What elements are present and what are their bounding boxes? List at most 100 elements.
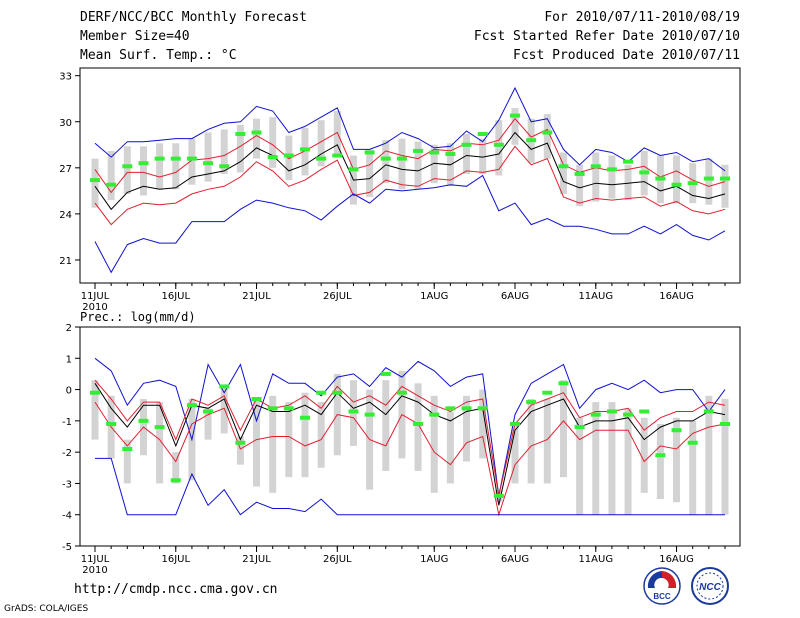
prec-member-box <box>543 398 551 484</box>
temp-y-tick-label: 30 <box>59 118 72 129</box>
temp-member-box <box>398 138 406 190</box>
temp-median-mark <box>493 142 504 147</box>
prec-series-minimum <box>95 457 725 516</box>
prec-member-box <box>430 395 438 493</box>
prec-y-tick-label: 0 <box>66 386 72 397</box>
temp-median-mark <box>219 164 230 169</box>
prec-x-tick-label: 11AUG <box>578 554 613 565</box>
temp-median-mark <box>477 132 488 137</box>
prec-member-box <box>285 402 293 478</box>
prec-median-mark <box>235 440 246 445</box>
prec-series-ensemble-mean <box>94 383 726 506</box>
temp-member-box <box>123 146 131 194</box>
prec-y-tick-label: -1 <box>62 417 72 428</box>
temp-median-mark <box>316 156 327 161</box>
temp-median-mark <box>251 130 262 135</box>
prec-median-mark <box>623 412 634 417</box>
temp-median-mark <box>364 150 375 155</box>
temp-member-box <box>220 129 228 174</box>
temp-member-box <box>236 124 244 173</box>
prec-median-mark <box>251 396 262 401</box>
temp-median-mark <box>106 182 117 187</box>
temp-member-box <box>269 117 277 168</box>
prec-member-box <box>705 395 713 515</box>
temp-member-box <box>139 146 147 196</box>
temp-y-tick-label: 27 <box>59 164 72 175</box>
temp-median-mark <box>300 147 310 152</box>
temp-member-box <box>576 164 584 207</box>
temp-series-maximum <box>94 86 726 172</box>
prec-y-tick-label: 1 <box>66 354 72 365</box>
bcc-logo-icon: BCC <box>642 566 682 606</box>
prec-x-tick-label: 21JUL <box>242 554 271 565</box>
grads-credit: GrADS: COLA/IGES <box>4 604 89 614</box>
temp-member-box <box>366 149 374 197</box>
temp-median-mark <box>348 167 359 172</box>
prec-y-tick-label: 2 <box>66 323 72 334</box>
temp-y-tick-label: 33 <box>59 72 72 83</box>
temp-member-box <box>107 150 115 201</box>
prec-series-mean-spread <box>94 379 726 497</box>
prec-median-mark <box>267 406 278 411</box>
temp-member-box <box>285 135 293 181</box>
temp-member-box <box>592 152 600 202</box>
temp-y-tick-label: 21 <box>59 256 72 267</box>
temp-member-box <box>673 155 681 204</box>
temp-member-box <box>91 158 99 208</box>
prec-member-box <box>172 452 180 484</box>
temp-member-box <box>253 118 261 159</box>
prec-member-box <box>527 398 535 484</box>
prec-median-mark <box>687 440 698 445</box>
svg-text:BCC: BCC <box>653 592 671 601</box>
source-url[interactable]: http://cmdp.ncc.cma.gov.cn <box>74 582 278 597</box>
fcst-produced-date: Fcst Produced Date 2010/07/11 <box>513 48 740 63</box>
prec-median-mark <box>154 425 165 430</box>
prec-x-tick-label: 16JUL <box>161 554 190 565</box>
temp-member-box <box>705 158 713 205</box>
prec-median-mark <box>558 381 569 386</box>
temp-median-mark <box>332 153 343 158</box>
temp-median-mark <box>526 138 537 143</box>
temp-member-box <box>463 134 471 174</box>
temp-x-tick-label: 21JUL <box>242 291 271 302</box>
temp-median-mark <box>380 156 391 161</box>
prec-median-mark <box>283 406 294 411</box>
prec-median-mark <box>671 428 682 433</box>
temp-median-mark <box>203 161 214 166</box>
prec-median-mark <box>186 403 197 408</box>
temp-member-box <box>543 114 551 159</box>
temp-series-minimum <box>94 174 726 274</box>
ncc-logo-icon: NCC <box>690 566 730 606</box>
temp-series-mean-spread <box>94 145 726 226</box>
member-size: Member Size=40 <box>80 29 190 44</box>
prec-member-box <box>721 398 729 515</box>
prec-x-tick-label: 11JUL <box>81 554 110 565</box>
prec-member-box <box>576 417 584 515</box>
temp-median-mark <box>445 152 456 156</box>
prec-member-box <box>592 402 600 515</box>
temp-median-mark <box>720 176 730 181</box>
prec-member-box <box>220 386 228 434</box>
prec-median-mark <box>364 412 375 417</box>
temp-median-mark <box>235 132 246 137</box>
prec-plot-frame <box>79 326 741 547</box>
prec-median-mark <box>590 412 601 417</box>
prec-median-mark <box>655 453 666 458</box>
prec-median-mark <box>493 493 504 498</box>
prec-member-box <box>317 402 325 468</box>
temp-member-box <box>301 127 309 176</box>
temp-median-mark <box>703 176 714 181</box>
forecast-period: For 2010/07/11-2010/08/19 <box>544 10 740 25</box>
prec-member-box <box>559 380 567 478</box>
prec-member-box <box>640 417 648 493</box>
prec-median-mark <box>170 478 181 483</box>
prec-median-mark <box>413 421 424 426</box>
prec-median-mark <box>106 421 117 426</box>
prec-member-box <box>156 402 164 484</box>
prec-member-box <box>301 392 309 478</box>
prec-median-mark <box>477 406 488 411</box>
temp-median-mark <box>510 113 520 118</box>
prec-y-tick-label: -4 <box>62 511 72 522</box>
prec-member-box <box>253 398 261 487</box>
chart-title: DERF/NCC/BCC Monthly Forecast <box>80 10 307 25</box>
